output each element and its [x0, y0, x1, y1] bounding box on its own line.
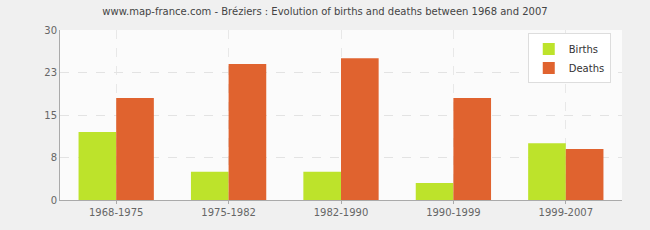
- svg-text:30: 30: [44, 25, 57, 36]
- svg-text:8: 8: [51, 152, 57, 163]
- svg-text:www.map-france.com - Bréziers: www.map-france.com - Bréziers : Evolutio…: [102, 6, 547, 17]
- svg-text:1975-1982: 1975-1982: [201, 207, 256, 218]
- svg-text:1982-1990: 1982-1990: [314, 207, 369, 218]
- svg-text:Deaths: Deaths: [569, 63, 604, 74]
- svg-text:1968-1975: 1968-1975: [89, 207, 144, 218]
- svg-text:23: 23: [44, 67, 57, 78]
- svg-text:15: 15: [44, 110, 57, 121]
- svg-text:1999-2007: 1999-2007: [539, 207, 594, 218]
- svg-text:0: 0: [51, 195, 57, 206]
- svg-text:1990-1999: 1990-1999: [426, 207, 481, 218]
- svg-text:Births: Births: [569, 44, 598, 55]
